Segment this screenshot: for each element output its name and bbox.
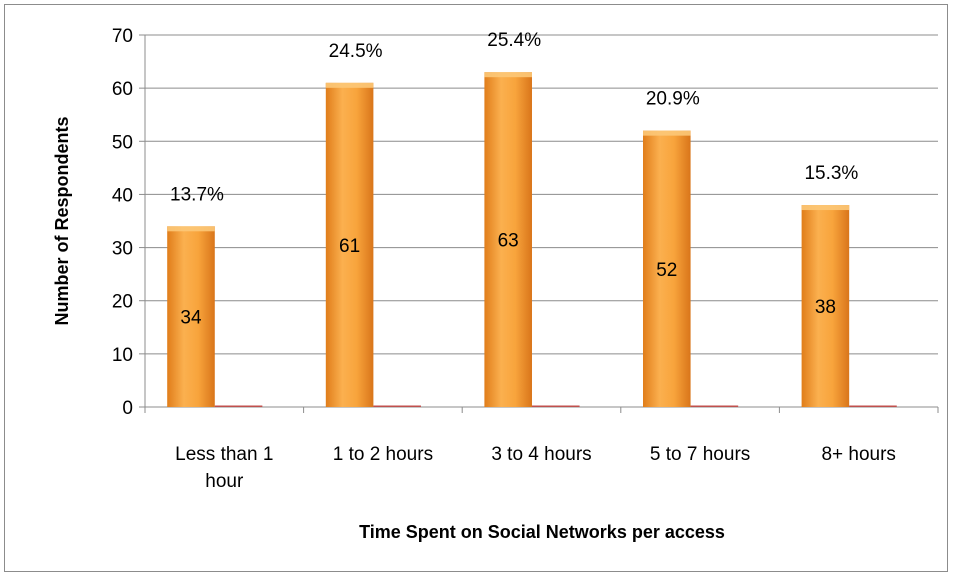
bar-s2-1 — [373, 405, 421, 407]
category-label-4-0: 8+ hours — [821, 444, 895, 465]
value-label-2: 63 — [498, 231, 519, 252]
bar-top-4 — [801, 205, 850, 211]
value-label-4: 38 — [815, 297, 836, 318]
percent-label-3: 20.9% — [646, 89, 700, 110]
y-tick-label-70: 70 — [112, 26, 133, 47]
percent-label-1: 24.5% — [329, 41, 383, 62]
y-axis-title: Number of Respondents — [52, 116, 72, 325]
value-label-3: 52 — [656, 260, 677, 281]
y-tick-label-50: 50 — [112, 132, 133, 153]
labels: 0 10 20 30 40 50 60 70 34 13.7% Less than 1 hour 61 2… — [112, 26, 896, 492]
value-label-1: 61 — [339, 236, 360, 257]
bar-top-1 — [325, 82, 374, 88]
bar-s2-4 — [849, 405, 897, 407]
y-tick-label-60: 60 — [112, 79, 133, 100]
percent-label-0: 13.7% — [170, 184, 224, 205]
category-label-2-0: 3 to 4 hours — [491, 444, 591, 465]
y-tick-label-0: 0 — [122, 398, 133, 419]
percent-label-2: 25.4% — [487, 30, 541, 51]
percent-label-4: 15.3% — [804, 163, 858, 184]
bar-s2-0 — [214, 405, 263, 407]
bar-s2-2 — [531, 405, 580, 407]
y-tick-label-30: 30 — [112, 239, 133, 260]
bar-4 — [801, 205, 850, 407]
bar-top-0 — [167, 226, 215, 232]
bar-1 — [325, 82, 374, 407]
bar-0 — [167, 226, 215, 407]
category-label-0-1: hour — [205, 471, 244, 492]
y-tick-label-40: 40 — [112, 185, 133, 206]
bars — [167, 72, 897, 407]
bar-top-2 — [484, 72, 532, 78]
bar-2 — [484, 72, 532, 407]
y-tick-label-20: 20 — [112, 292, 133, 313]
category-label-3-0: 5 to 7 hours — [650, 444, 750, 465]
bar-3 — [643, 130, 691, 407]
category-label-0-0: Less than 1 — [175, 444, 273, 465]
x-axis-title: Time Spent on Social Networks per access — [359, 522, 725, 542]
value-label-0: 34 — [180, 308, 202, 329]
bar-s2-3 — [690, 405, 739, 407]
category-label-1-0: 1 to 2 hours — [333, 444, 433, 465]
chart-frame — [4, 4, 948, 572]
y-tick-label-10: 10 — [112, 345, 133, 366]
bar-top-3 — [643, 130, 691, 136]
